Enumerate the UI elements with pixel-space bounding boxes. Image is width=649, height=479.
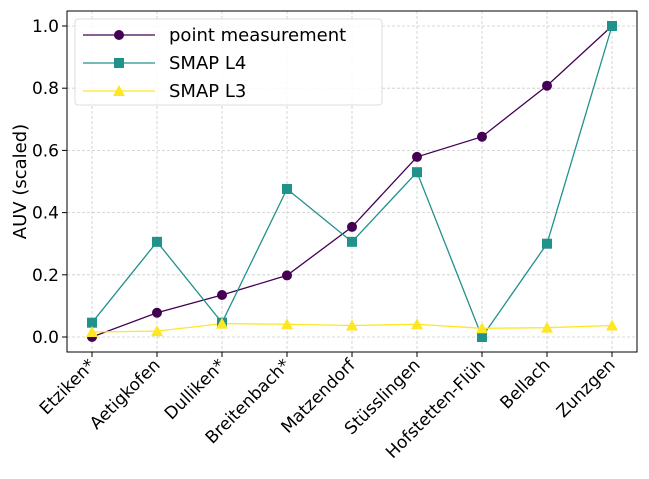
data-point-triangle [346, 319, 358, 331]
data-point-circle [347, 221, 357, 232]
data-point-square [87, 317, 97, 328]
data-point-circle [542, 80, 552, 91]
y-tick-label: 0.0 [32, 328, 59, 348]
data-point-triangle [281, 318, 293, 330]
legend-label: point measurement [169, 25, 346, 46]
plot-frame [66, 10, 638, 353]
data-point-triangle [216, 317, 228, 329]
data-point-triangle [541, 321, 553, 333]
legend-box [74, 18, 383, 106]
data-point-square [412, 167, 422, 178]
y-tick-label: 1.0 [32, 17, 59, 37]
y-tick-label: 0.6 [32, 141, 59, 161]
legend-marker-circle [114, 30, 124, 40]
legend-label: SMAP L4 [169, 53, 246, 74]
data-point-triangle [86, 326, 98, 338]
x-tick-label: Dulliken* [161, 355, 230, 424]
data-point-circle [477, 131, 487, 142]
data-point-square [152, 236, 162, 247]
data-point-triangle [151, 325, 163, 337]
data-point-square [347, 236, 357, 247]
data-point-circle [152, 307, 162, 318]
data-point-square [542, 238, 552, 249]
y-tick-label: 0.4 [32, 204, 59, 224]
data-point-square [607, 21, 617, 31]
data-point-square [282, 183, 292, 194]
x-tick-label: Aetigkofen [86, 355, 164, 433]
data-point-circle [412, 151, 422, 162]
data-point-circle [217, 290, 227, 301]
legend-marker-triangle [113, 85, 125, 96]
legend-label: SMAP L3 [169, 81, 246, 102]
data-point-triangle [411, 318, 423, 330]
data-point-square [477, 332, 487, 342]
y-tick-label: 0.8 [32, 79, 59, 99]
x-tick-label: Etziken* [36, 355, 100, 419]
y-tick-label: 0.2 [32, 266, 59, 286]
y-axis-label: AUV (scaled) [10, 124, 31, 239]
x-tick-label: Bellach [496, 355, 554, 413]
data-point-circle [282, 270, 292, 281]
x-tick-label: Zunzgen [553, 355, 620, 422]
legend-marker-square [114, 58, 124, 68]
data-point-triangle [606, 319, 618, 331]
data-point-triangle [476, 322, 488, 334]
